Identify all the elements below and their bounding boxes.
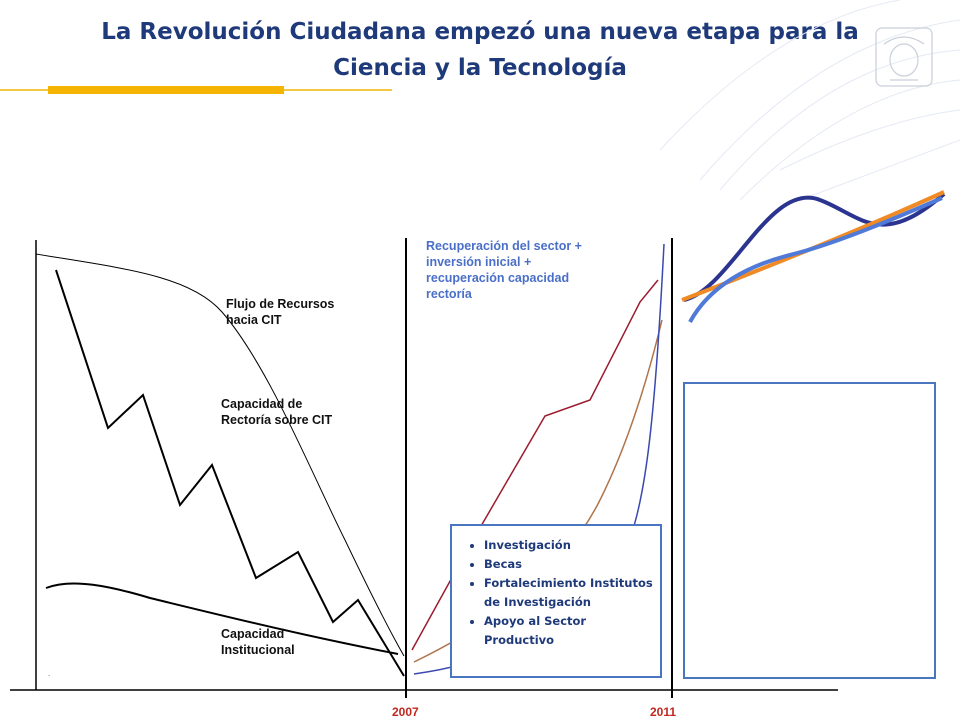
capacidad-institucional-curve bbox=[45, 582, 399, 655]
slide-title-line-2: Ciencia y la Tecnología bbox=[333, 55, 627, 81]
recuperacion-label-line-3: recuperación capacidad bbox=[426, 271, 570, 285]
investment-areas-box: Investigación Becas Fortalecimiento Inst… bbox=[450, 524, 662, 678]
capacidad-rectoria-label: Capacidad de Rectoría sobre CIT bbox=[221, 396, 332, 428]
capacidad-rectoria-label-line-2: Rectoría sobre CIT bbox=[221, 413, 333, 427]
flujo-recursos-curve bbox=[35, 253, 405, 657]
slide-title-line-1: La Revolución Ciudadana empezó una nueva… bbox=[101, 19, 859, 45]
axis-dot-mark: . bbox=[48, 669, 50, 678]
coat-of-arms-emblem bbox=[875, 27, 933, 87]
investment-areas-list: Investigación Becas Fortalecimiento Inst… bbox=[452, 536, 660, 650]
year-label-2007: 2007 bbox=[392, 705, 419, 719]
wave-line-navy bbox=[683, 192, 946, 302]
flujo-recursos-label-line-2: hacia CIT bbox=[226, 313, 282, 327]
empty-content-box bbox=[683, 382, 936, 679]
capacidad-institucional-label-line-1: Capacidad bbox=[221, 627, 285, 641]
background-swirl-decoration bbox=[659, 0, 960, 201]
recuperacion-label-line-2: inversión inicial + bbox=[426, 255, 532, 269]
flujo-recursos-label-line-1: Flujo de Recursos bbox=[226, 297, 335, 311]
year-label-2011: 2011 bbox=[650, 705, 677, 719]
list-item: Becas bbox=[484, 555, 660, 574]
wave-line-blue bbox=[688, 196, 943, 323]
title-underline-thick bbox=[48, 86, 284, 94]
list-item: Investigación bbox=[484, 536, 660, 555]
capacidad-rectoria-label-line-1: Capacidad de bbox=[221, 397, 303, 411]
slide-title: La Revolución Ciudadana empezó una nueva… bbox=[80, 14, 880, 86]
capacidad-institucional-label-line-2: Institucional bbox=[221, 643, 295, 657]
flujo-recursos-label: Flujo de Recursos hacia CIT bbox=[226, 296, 334, 328]
recuperacion-label-line-4: rectoría bbox=[426, 287, 472, 301]
capacidad-institucional-label: Capacidad Institucional bbox=[221, 626, 295, 658]
recuperacion-label: Recuperación del sector + inversión inic… bbox=[426, 238, 582, 302]
list-item: Fortalecimiento Institutos de Investigac… bbox=[484, 574, 660, 612]
list-item: Apoyo al Sector Productivo bbox=[484, 612, 660, 650]
recuperacion-label-line-1: Recuperación del sector + bbox=[426, 239, 582, 253]
capacidad-rectoria-curve bbox=[55, 269, 405, 677]
